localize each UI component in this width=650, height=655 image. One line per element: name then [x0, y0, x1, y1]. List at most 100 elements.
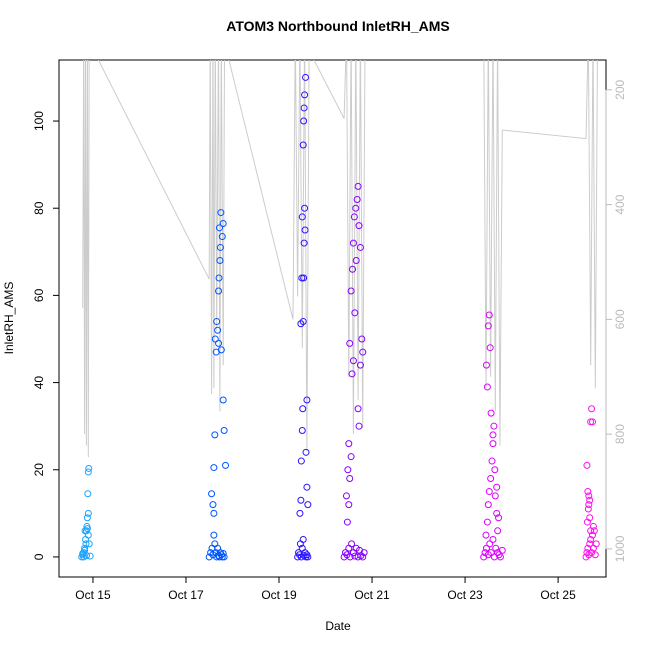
- x-tick-label: Oct 21: [354, 588, 390, 602]
- point: [215, 339, 223, 347]
- point: [359, 348, 367, 356]
- point: [297, 320, 305, 328]
- point: [299, 141, 307, 149]
- y2-tick-label: 600: [613, 309, 627, 329]
- point: [355, 422, 363, 430]
- point: [211, 335, 219, 343]
- point: [346, 339, 354, 347]
- point: [83, 514, 91, 522]
- point: [304, 553, 312, 561]
- point: [209, 501, 217, 509]
- point: [86, 552, 94, 560]
- point: [300, 552, 308, 560]
- plot-area: [78, 60, 600, 561]
- point: [217, 209, 225, 217]
- point: [586, 540, 594, 548]
- point: [356, 243, 364, 251]
- point: [485, 488, 493, 496]
- x-tick-label: Oct 23: [447, 588, 483, 602]
- y-tick-label: 100: [32, 111, 46, 131]
- point: [482, 544, 490, 552]
- point: [79, 549, 87, 557]
- point: [300, 274, 308, 282]
- point: [294, 553, 302, 561]
- point: [493, 483, 501, 491]
- point: [585, 492, 593, 500]
- point: [219, 549, 227, 557]
- point: [495, 514, 503, 522]
- point: [360, 549, 368, 557]
- point: [215, 287, 223, 295]
- x-axis-label: Date: [325, 619, 351, 633]
- point: [491, 492, 499, 500]
- y2-tick-label: 800: [613, 424, 627, 444]
- point: [302, 73, 310, 81]
- point: [349, 265, 357, 273]
- point: [218, 233, 226, 241]
- y-tick-label: 20: [32, 463, 46, 477]
- point: [211, 540, 219, 548]
- plot-frame: [58, 59, 607, 578]
- point: [348, 370, 356, 378]
- point: [487, 409, 495, 417]
- point: [344, 466, 352, 474]
- point: [299, 405, 307, 413]
- point: [487, 549, 495, 557]
- point: [85, 464, 93, 472]
- point: [486, 540, 494, 548]
- point: [345, 440, 353, 448]
- point: [483, 518, 491, 526]
- point: [219, 219, 227, 227]
- point: [346, 553, 354, 561]
- point: [216, 243, 224, 251]
- point: [490, 422, 498, 430]
- y-axis-label: InletRH_AMS: [2, 282, 16, 355]
- point: [482, 361, 490, 369]
- point: [583, 549, 591, 557]
- point: [498, 546, 506, 554]
- point: [482, 531, 490, 539]
- y-tick-label: 0: [32, 553, 46, 560]
- point: [589, 522, 597, 530]
- point: [297, 457, 305, 465]
- x-tick-label: Oct 17: [168, 588, 204, 602]
- point: [301, 204, 309, 212]
- point: [300, 117, 308, 125]
- point: [586, 514, 594, 522]
- point: [83, 522, 91, 530]
- point: [488, 457, 496, 465]
- point: [346, 474, 354, 482]
- point: [81, 527, 89, 535]
- point: [304, 501, 312, 509]
- y2-tick-label: 200: [613, 80, 627, 100]
- point: [300, 104, 308, 112]
- point: [589, 531, 597, 539]
- point: [210, 464, 218, 472]
- point: [484, 322, 492, 330]
- point: [589, 418, 597, 426]
- point: [496, 553, 504, 561]
- point: [485, 311, 493, 319]
- point: [489, 440, 497, 448]
- point: [489, 536, 497, 544]
- point: [487, 474, 495, 482]
- point: [303, 396, 311, 404]
- point: [355, 222, 363, 230]
- point: [220, 553, 228, 561]
- point: [300, 239, 308, 247]
- point: [215, 553, 223, 561]
- point: [590, 527, 598, 535]
- point: [359, 553, 367, 561]
- point: [213, 318, 221, 326]
- point: [347, 453, 355, 461]
- point: [220, 427, 228, 435]
- y-tick-label: 80: [32, 201, 46, 215]
- point: [348, 540, 356, 548]
- point: [350, 213, 358, 221]
- point: [217, 346, 225, 354]
- point: [354, 182, 362, 190]
- point: [207, 549, 215, 557]
- point: [494, 527, 502, 535]
- point: [347, 287, 355, 295]
